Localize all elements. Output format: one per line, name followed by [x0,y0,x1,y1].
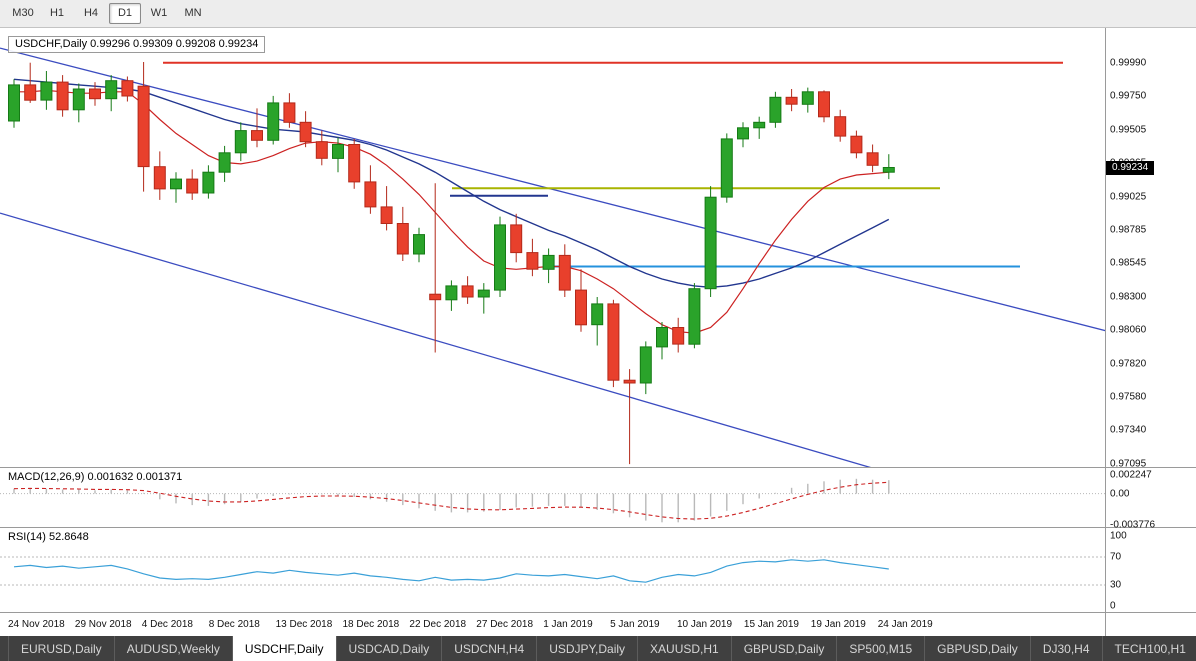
date-axis-label: 29 Nov 2018 [74,619,132,630]
price-axis-label: 0.98785 [1110,224,1147,236]
date-axis-label: 22 Dec 2018 [409,619,467,630]
timeframe-m30-button[interactable]: M30 [12,7,34,19]
price-axis-label: 0.98300 [1110,291,1147,303]
date-axis-label: 5 Jan 2019 [610,619,660,630]
tab-tech100-h1[interactable]: TECH100,H1 [1103,636,1196,661]
rsi-canvas[interactable] [0,529,1105,613]
date-axis-label: 24 Jan 2019 [877,619,933,630]
price-axis-label: 0.99990 [1110,57,1147,69]
price-axis-label: 0.97580 [1110,391,1147,403]
macd-axis-label: 0.00 [1110,488,1130,500]
timeframe-h4-button[interactable]: H4 [83,7,99,19]
price-chart-pane[interactable]: USDCHF,Daily 0.99296 0.99309 0.99208 0.9… [0,28,1196,470]
rsi-levels [0,556,1105,586]
timeframe-w1-button[interactable]: W1 [150,7,168,19]
price-axis-divider [1105,28,1106,636]
date-axis-label: 19 Jan 2019 [810,619,866,630]
price-axis-label: 0.97340 [1110,424,1147,436]
rsi-axis-label: 100 [1110,530,1127,542]
macd-indicator-pane[interactable]: MACD(12,26,9) 0.001632 0.001371 0.002247… [0,467,1196,530]
date-axis-label: 24 Nov 2018 [8,619,65,630]
price-axis-label: 0.99750 [1110,90,1147,102]
date-axis-label: 15 Jan 2019 [743,619,799,630]
macd-axis-label: 0.002247 [1110,469,1152,481]
date-axis-label: 18 Dec 2018 [342,619,400,630]
tab-usdcad-daily[interactable]: USDCAD,Daily [337,636,443,661]
tab-dj30-h4[interactable]: DJ30,H4 [1031,636,1103,661]
chart-title: USDCHF,Daily 0.99296 0.99309 0.99208 0.9… [8,36,266,53]
price-chart-canvas[interactable] [0,28,1105,467]
timeframe-toolbar: M30 H1 H4 D1 W1 MN [0,0,1196,28]
horizontal-lines [163,61,1063,268]
tab-gbpusd-daily[interactable]: GBPUSD,Daily [732,636,838,661]
price-axis-label: 0.98545 [1110,257,1147,269]
macd-axis-label: -0.003776 [1110,519,1156,530]
rsi-label: RSI(14) 52.8648 [8,531,89,543]
ma-lines [13,78,890,334]
price-axis-label: 0.99025 [1110,191,1147,202]
date-axis-label: 4 Dec 2018 [141,619,193,630]
rsi-indicator-pane[interactable]: RSI(14) 52.8648 100 70 30 0 [0,527,1196,612]
date-axis-label: 8 Dec 2018 [208,619,260,630]
candlesticks [8,62,895,465]
chart-title-text: USDCHF,Daily 0.99296 0.99309 0.99208 0.9… [15,38,259,50]
timeframe-h1-button[interactable]: H1 [49,7,65,19]
tab-usdcnh-h4[interactable]: USDCNH,H4 [442,636,538,661]
macd-histogram [13,478,890,523]
date-axis-label: 1 Jan 2019 [543,619,593,630]
price-axis-label: 0.97095 [1110,458,1147,470]
rsi-line [13,559,889,583]
macd-canvas[interactable] [0,469,1105,528]
date-axis-label: 27 Dec 2018 [476,619,534,630]
rsi-axis-label: 70 [1110,551,1122,563]
price-axis-label: 0.99505 [1110,124,1147,136]
chart-tabs-bar: EURUSD,Daily AUDUSD,Weekly USDCHF,Daily USD… [0,636,1196,661]
tab-usdchf-daily[interactable]: USDCHF,Daily [232,636,337,661]
tab-eurusd-daily[interactable]: EURUSD,Daily [8,636,115,661]
date-axis-label: 10 Jan 2019 [677,619,733,630]
current-price-badge: 0.99234 [1106,160,1155,175]
rsi-axis-label: 30 [1110,579,1122,591]
timeframe-d1-button[interactable]: D1 [109,3,141,24]
trendlines [0,47,1105,467]
price-axis-label: 0.98060 [1110,324,1147,336]
date-axis-label: 13 Dec 2018 [275,619,333,630]
tab-audusd-weekly[interactable]: AUDUSD,Weekly [115,636,233,661]
timeframe-mn-button[interactable]: MN [184,7,202,19]
macd-label: MACD(12,26,9) 0.001632 0.001371 [8,471,183,483]
date-axis: 24 Nov 2018 29 Nov 2018 4 Dec 2018 8 Dec 20… [0,612,1196,636]
tab-sp500-m15[interactable]: SP500,M15 [837,636,926,661]
tab-gbpusd-daily[interactable]: GBPUSD,Daily [925,636,1031,661]
tab-usdjpy-daily[interactable]: USDJPY,Daily [537,636,639,661]
price-axis-label: 0.97820 [1110,358,1147,370]
rsi-axis-label: 0 [1110,600,1116,612]
tab-xauusd-h1[interactable]: XAUUSD,H1 [638,636,732,661]
